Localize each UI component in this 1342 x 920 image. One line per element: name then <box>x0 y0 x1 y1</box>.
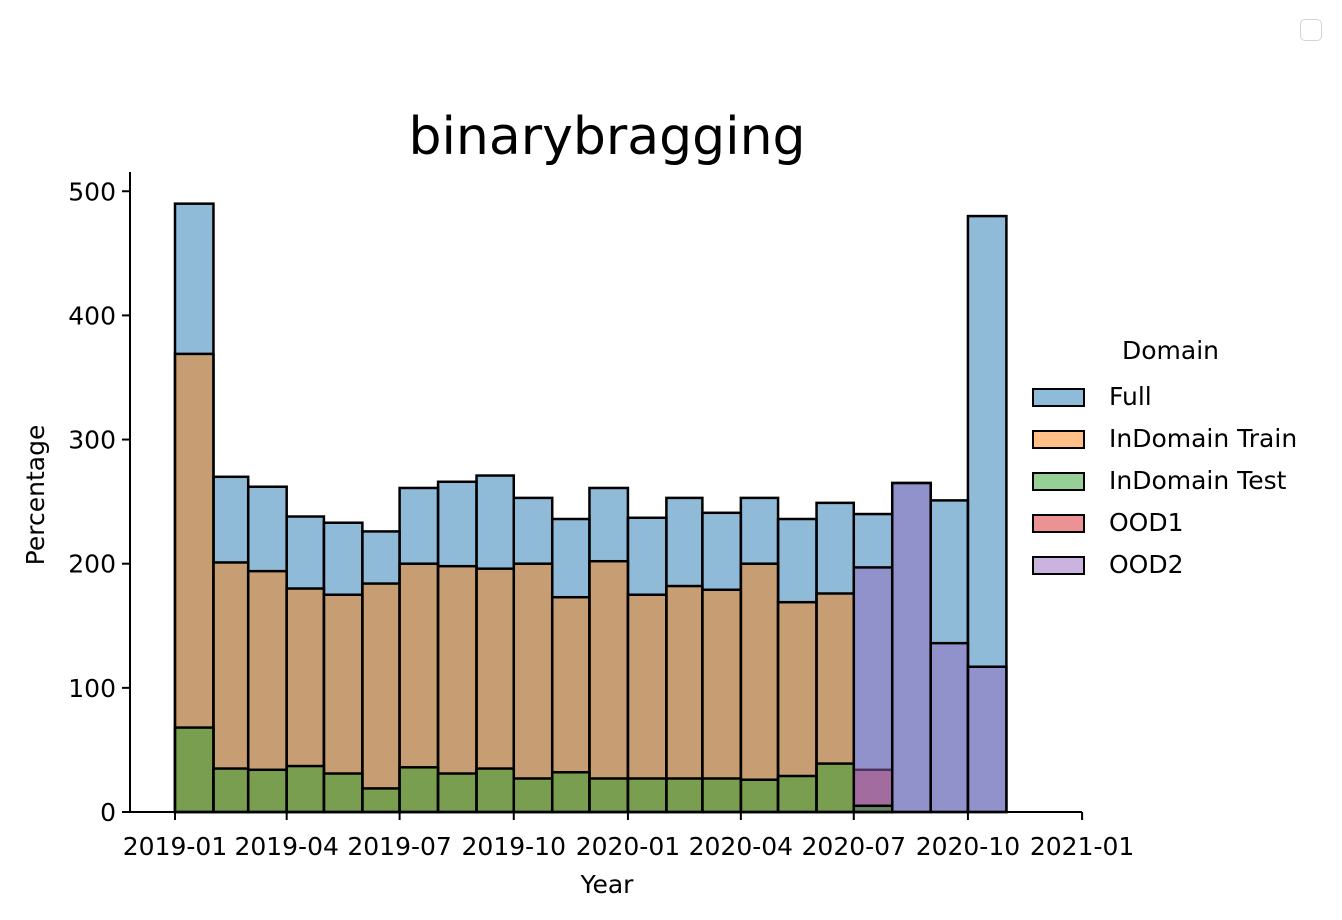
bar-indomain-test <box>815 762 856 814</box>
bar-indomain-test <box>665 777 704 814</box>
bar-indomain-test <box>776 774 818 814</box>
bar-indomain-test <box>701 777 743 814</box>
x-tick-label: 2020-10 <box>916 832 1020 861</box>
legend-item-full: Full <box>1030 382 1330 414</box>
legend-label: InDomain Test <box>1109 466 1287 495</box>
bar-ood2 <box>852 566 894 814</box>
legend-swatch <box>1032 472 1085 491</box>
x-tick-label: 2019-10 <box>462 832 566 861</box>
bar-indomain-test <box>285 764 326 814</box>
y-tick-label: 200 <box>68 550 116 579</box>
legend-swatch <box>1032 430 1085 449</box>
bar-indomain-test <box>173 726 215 814</box>
bar-ood2 <box>966 665 1008 814</box>
bar-ood2 <box>890 481 932 814</box>
bar-indomain-test <box>398 766 440 814</box>
y-tick-label: 300 <box>68 426 116 455</box>
y-axis-label: Percentage <box>21 425 50 566</box>
bar-indomain-test <box>361 787 401 814</box>
bar-indomain-train <box>512 562 554 814</box>
bar-indomain-test <box>550 771 591 814</box>
bar-indomain-train <box>436 564 478 814</box>
bar-indomain-train <box>588 559 630 814</box>
x-axis-label: Year <box>580 870 635 899</box>
legend-item-ood2: OOD2 <box>1030 550 1330 582</box>
y-tick-label: 400 <box>68 301 116 330</box>
x-tick-label: 2020-07 <box>802 832 906 861</box>
x-tick-label: 2020-04 <box>689 832 793 861</box>
y-tick-label: 100 <box>68 674 116 703</box>
legend-swatch <box>1032 556 1085 575</box>
bar-ood2 <box>929 641 970 814</box>
x-tick-label: 2021-01 <box>1030 832 1134 861</box>
bar-indomain-test <box>739 778 780 814</box>
bar-indomain-test <box>475 767 516 814</box>
bar-indomain-test <box>212 767 250 814</box>
legend-item-indomain-test: InDomain Test <box>1030 466 1330 498</box>
bar-indomain-test <box>626 777 668 814</box>
legend-label: OOD1 <box>1109 508 1184 537</box>
legend-label: InDomain Train <box>1109 424 1298 453</box>
y-tick-label: 500 <box>68 177 116 206</box>
legend-title: Domain <box>1122 336 1220 365</box>
bar-indomain-test <box>436 772 478 814</box>
bar-indomain-test <box>322 772 364 814</box>
y-tick-label: 0 <box>100 798 116 827</box>
chart-title: binarybragging <box>408 107 805 167</box>
bar-indomain-test <box>246 768 288 814</box>
bar-indomain-train <box>739 562 780 814</box>
x-tick-label: 2019-01 <box>123 832 227 861</box>
legend-item-indomain-train: InDomain Train <box>1030 424 1330 456</box>
bars-layer <box>173 202 1008 814</box>
x-tick-label: 2019-04 <box>234 832 338 861</box>
x-tick-label: 2019-07 <box>347 832 451 861</box>
axes-layer: 0 100 200 300 400 500 2019-01 2019-04 2019-07 201… <box>68 172 1134 861</box>
bar-indomain-test <box>588 777 630 814</box>
legend-swatch <box>1032 514 1085 533</box>
legend-label: OOD2 <box>1109 550 1184 579</box>
legend-swatch <box>1032 388 1085 407</box>
bar-indomain-train <box>361 582 401 814</box>
legend-item-ood1: OOD1 <box>1030 508 1330 540</box>
legend-label: Full <box>1109 382 1152 411</box>
x-tick-label: 2020-01 <box>576 832 680 861</box>
empty-legend-box <box>1300 19 1322 41</box>
bar-indomain-test <box>512 777 554 814</box>
